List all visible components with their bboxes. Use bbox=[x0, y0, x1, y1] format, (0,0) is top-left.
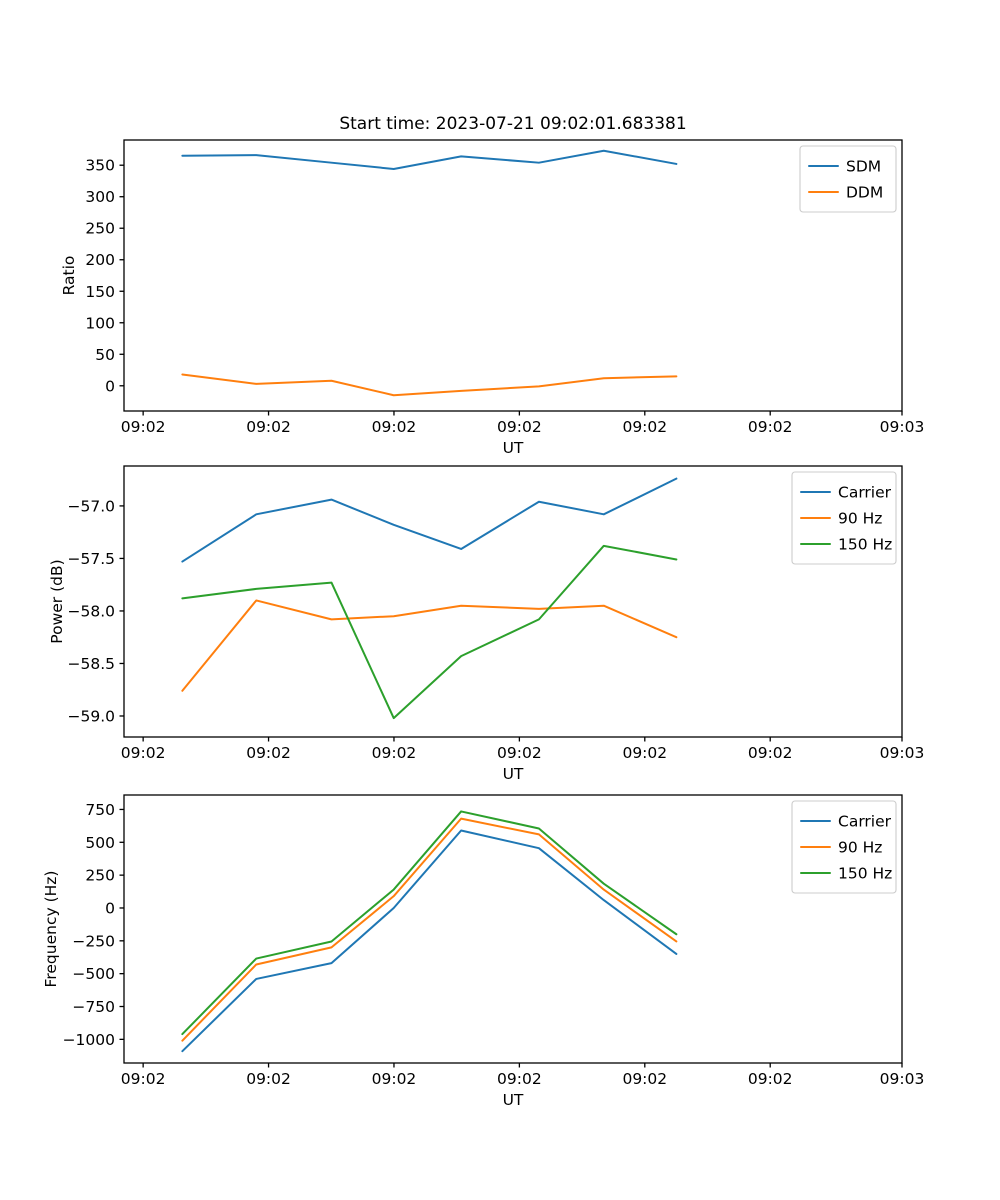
legend-label-150-hz: 150 Hz bbox=[838, 865, 892, 883]
x-tick-label: 09:02 bbox=[246, 1070, 291, 1088]
y-tick-label: 300 bbox=[85, 188, 115, 206]
x-tick-label: 09:02 bbox=[748, 418, 793, 436]
x-tick-label: 09:02 bbox=[246, 744, 291, 762]
subplot-2: 09:02 09:02 09:02 09:02 09:02 09:02 09:03 UT −57… bbox=[48, 465, 925, 783]
x-axis-label: UT bbox=[503, 439, 524, 457]
x-axis-label: UT bbox=[503, 765, 524, 783]
y-axis-label: Frequency (Hz) bbox=[42, 871, 60, 988]
series-line-150-hz bbox=[181, 810, 678, 1036]
y-tick-label: 200 bbox=[85, 251, 115, 269]
x-tick-label: 09:02 bbox=[121, 1070, 166, 1088]
series-line-90-hz bbox=[181, 599, 678, 692]
y-tick-label: −57.0 bbox=[68, 497, 116, 515]
x-tick-label: 09:03 bbox=[880, 418, 925, 436]
y-tick-label: 0 bbox=[105, 899, 115, 917]
legend-label-ddm: DDM bbox=[846, 184, 883, 202]
legend-label-sdm: SDM bbox=[846, 158, 881, 176]
series-line-sdm bbox=[181, 149, 678, 170]
x-tick-label: 09:02 bbox=[497, 418, 542, 436]
y-tick-label: −500 bbox=[72, 965, 115, 983]
series-line-150-hz bbox=[181, 544, 678, 720]
y-tick-label: 250 bbox=[85, 220, 115, 238]
legend-label-carrier: Carrier bbox=[838, 813, 892, 831]
subplot-3: 09:02 09:02 09:02 09:02 09:02 09:02 09:03 UT −10… bbox=[42, 794, 925, 1109]
legend-1[interactable]: SDM DDM bbox=[799, 145, 897, 213]
subplot-1: Start time: 2023-07-21 09:02:01.683381 09… bbox=[60, 114, 924, 457]
y-axis-label: Power (dB) bbox=[48, 559, 66, 643]
legend-box bbox=[791, 471, 897, 565]
legend-label-150-hz: 150 Hz bbox=[838, 536, 892, 554]
x-tick-label: 09:02 bbox=[372, 418, 417, 436]
y-tick-label: −750 bbox=[72, 998, 115, 1016]
y-tick-label: 500 bbox=[85, 834, 115, 852]
x-tick-label: 09:02 bbox=[748, 1070, 793, 1088]
axes-frame bbox=[123, 465, 903, 738]
x-tick-label: 09:02 bbox=[497, 744, 542, 762]
x-tick-label: 09:02 bbox=[372, 744, 417, 762]
y-tick-label: 750 bbox=[85, 801, 115, 819]
chart-title: Start time: 2023-07-21 09:02:01.683381 bbox=[339, 114, 686, 134]
y-tick-label: 50 bbox=[95, 346, 115, 364]
y-tick-label: 100 bbox=[85, 314, 115, 332]
x-tick-label: 09:03 bbox=[880, 744, 925, 762]
y-tick-label: −58.5 bbox=[68, 655, 116, 673]
y-tick-label: 150 bbox=[85, 283, 115, 301]
legend-box bbox=[799, 145, 897, 213]
y-tick-label: −59.0 bbox=[68, 707, 116, 725]
x-tick-label: 09:03 bbox=[880, 1070, 925, 1088]
y-tick-label: 350 bbox=[85, 157, 115, 175]
x-tick-label: 09:02 bbox=[121, 418, 166, 436]
series-line-carrier bbox=[181, 829, 678, 1053]
series-line-90-hz bbox=[181, 817, 678, 1042]
x-tick-label: 09:02 bbox=[622, 744, 667, 762]
legend-label-carrier: Carrier bbox=[838, 484, 892, 502]
y-axis-label: Ratio bbox=[60, 256, 78, 296]
legend-label-90-hz: 90 Hz bbox=[838, 839, 882, 857]
x-tick-label: 09:02 bbox=[121, 744, 166, 762]
x-tick-label: 09:02 bbox=[622, 1070, 667, 1088]
x-tick-label: 09:02 bbox=[372, 1070, 417, 1088]
legend-label-90-hz: 90 Hz bbox=[838, 510, 882, 528]
y-tick-label: −57.5 bbox=[68, 550, 116, 568]
x-tick-label: 09:02 bbox=[497, 1070, 542, 1088]
y-tick-label: 250 bbox=[85, 867, 115, 885]
y-tick-label: −1000 bbox=[63, 1031, 115, 1049]
series-line-ddm bbox=[181, 373, 678, 397]
y-tick-label: 0 bbox=[105, 377, 115, 395]
axes-frame bbox=[123, 794, 903, 1064]
series-line-carrier bbox=[181, 477, 678, 563]
legend-3[interactable]: Carrier 90 Hz 150 Hz bbox=[791, 800, 897, 894]
legend-box bbox=[791, 800, 897, 894]
y-tick-label: −250 bbox=[72, 932, 115, 950]
x-tick-label: 09:02 bbox=[748, 744, 793, 762]
x-tick-label: 09:02 bbox=[622, 418, 667, 436]
legend-2[interactable]: Carrier 90 Hz 150 Hz bbox=[791, 471, 897, 565]
axes-frame bbox=[123, 139, 903, 412]
x-tick-label: 09:02 bbox=[246, 418, 291, 436]
x-axis-label: UT bbox=[503, 1091, 524, 1109]
y-tick-label: −58.0 bbox=[68, 602, 116, 620]
